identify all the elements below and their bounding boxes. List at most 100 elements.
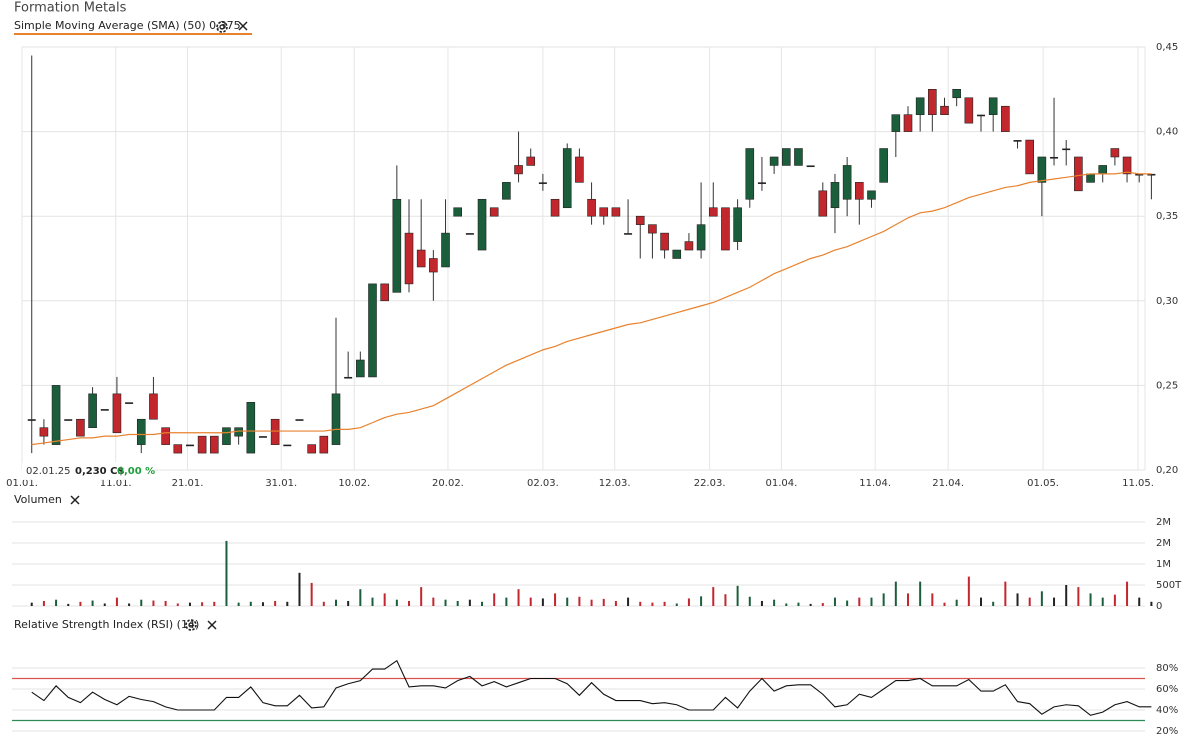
candle-body (867, 190, 876, 200)
x-tick-label: 12.03. (599, 478, 631, 489)
volume-bar (821, 603, 824, 606)
volume-bar (797, 602, 800, 606)
volume-bar (1150, 601, 1153, 606)
volume-bar (1113, 594, 1116, 606)
candle-body (562, 148, 572, 209)
volume-bar (566, 597, 569, 606)
volume-bar (627, 597, 630, 606)
volume-bar (286, 601, 289, 606)
volume-bar (1004, 581, 1007, 606)
candle-body (928, 89, 937, 115)
close-icon[interactable] (238, 21, 248, 31)
x-tick-label: 11.01. (100, 478, 132, 489)
candle-body (404, 232, 414, 285)
candle-body (745, 148, 755, 200)
volume-bar (785, 603, 788, 606)
candle-body (246, 402, 256, 454)
y-tick-label: 0 (1156, 601, 1162, 612)
volume-bar (249, 601, 252, 606)
volume-bar (164, 600, 167, 606)
volume-bar (870, 597, 873, 606)
volume-bar (201, 602, 204, 606)
rsi-line (31, 659, 1152, 716)
candle-body (721, 207, 730, 251)
settings-icon[interactable] (185, 619, 197, 631)
volume-bar (140, 599, 143, 606)
volume-bar (736, 585, 739, 606)
volume-bar (919, 581, 922, 606)
volume-bar (383, 593, 386, 606)
volume-bar (347, 600, 350, 606)
x-tick-label: 11.04. (859, 478, 891, 489)
candle-body (477, 198, 487, 251)
volume-bar (1077, 587, 1080, 606)
volume-bar (724, 594, 727, 606)
volume-bar (846, 600, 849, 606)
close-icon[interactable] (70, 495, 80, 505)
volume-bar (675, 603, 678, 606)
candle-body (855, 182, 864, 200)
volume-bar (1028, 597, 1031, 606)
volume-bar (408, 600, 411, 606)
volume-bar (334, 599, 337, 606)
volume-bar (79, 601, 82, 606)
candle-body (453, 207, 462, 217)
volume-bar (42, 600, 45, 606)
volume-bar (395, 599, 398, 606)
candle-body (185, 444, 194, 447)
candle-body (879, 148, 888, 183)
volume-bar (529, 597, 532, 606)
candle-body (538, 182, 547, 184)
close-icon[interactable] (207, 620, 217, 630)
volume-bar (1040, 591, 1043, 606)
candle-body (964, 97, 974, 124)
volume-bar (91, 600, 94, 606)
candle-body (1110, 148, 1120, 158)
volume-bar (310, 582, 313, 606)
candle-body (197, 435, 207, 454)
candle-body (1013, 140, 1022, 142)
candle-body (1050, 156, 1059, 159)
volume-bar (992, 601, 995, 606)
volume-bar (225, 540, 228, 606)
volume-bar (943, 602, 946, 606)
y-tick-label: 60% (1156, 684, 1178, 695)
rsi-legend: Relative Strength Index (RSI) (14) (14, 618, 199, 631)
y-tick-label: 0,20 (1156, 465, 1178, 476)
volume-bar (712, 587, 715, 606)
x-tick-label: 22.03. (694, 478, 726, 489)
settings-icon[interactable] (216, 21, 228, 33)
volume-bar (894, 581, 897, 606)
candle-body (624, 233, 633, 235)
candle-body (684, 241, 694, 251)
volume-bar (955, 599, 958, 606)
candle-body (136, 418, 146, 445)
volume-bar (322, 601, 325, 606)
candle-body (331, 393, 341, 445)
candle-body (952, 89, 961, 99)
candle-body (307, 444, 316, 454)
candle-body (550, 198, 560, 217)
y-tick-label: 1M (1156, 559, 1171, 570)
x-tick-label: 31.01. (265, 478, 297, 489)
volume-bar (237, 602, 240, 606)
candle-body (161, 427, 170, 445)
candle-body (988, 97, 998, 115)
volume-bar (639, 601, 642, 606)
volume-bar (274, 600, 277, 606)
tooltip: 02.01.25 0,230 C$ 0,00 % (22, 462, 155, 480)
volume-bar (882, 593, 885, 606)
volume-bar (931, 593, 934, 606)
volume-bar (115, 597, 118, 606)
x-tick-label: 20.02. (432, 478, 464, 489)
volume-bar (590, 599, 593, 606)
candle-body (441, 232, 450, 268)
candle-body (696, 224, 706, 251)
volume-bar (152, 600, 155, 606)
volume-bar (493, 593, 496, 606)
volume-bar (371, 597, 374, 606)
candle-body (635, 215, 645, 225)
volume-bar (30, 602, 33, 606)
candle-body (270, 418, 280, 445)
y-tick-label: 0,30 (1156, 296, 1178, 307)
